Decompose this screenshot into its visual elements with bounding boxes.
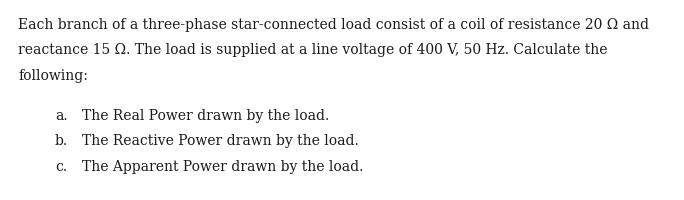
Text: The Real Power drawn by the load.: The Real Power drawn by the load. [82, 108, 329, 122]
Text: The Reactive Power drawn by the load.: The Reactive Power drawn by the load. [82, 134, 358, 148]
Text: a.: a. [55, 108, 68, 122]
Text: reactance 15 Ω. The load is supplied at a line voltage of 400 V, 50 Hz. Calculat: reactance 15 Ω. The load is supplied at … [18, 43, 607, 57]
Text: c.: c. [55, 159, 67, 173]
Text: The Apparent Power drawn by the load.: The Apparent Power drawn by the load. [82, 159, 363, 173]
Text: b.: b. [55, 134, 68, 148]
Text: following:: following: [18, 69, 88, 83]
Text: Each branch of a three-phase star-connected load consist of a coil of resistance: Each branch of a three-phase star-connec… [18, 18, 649, 32]
